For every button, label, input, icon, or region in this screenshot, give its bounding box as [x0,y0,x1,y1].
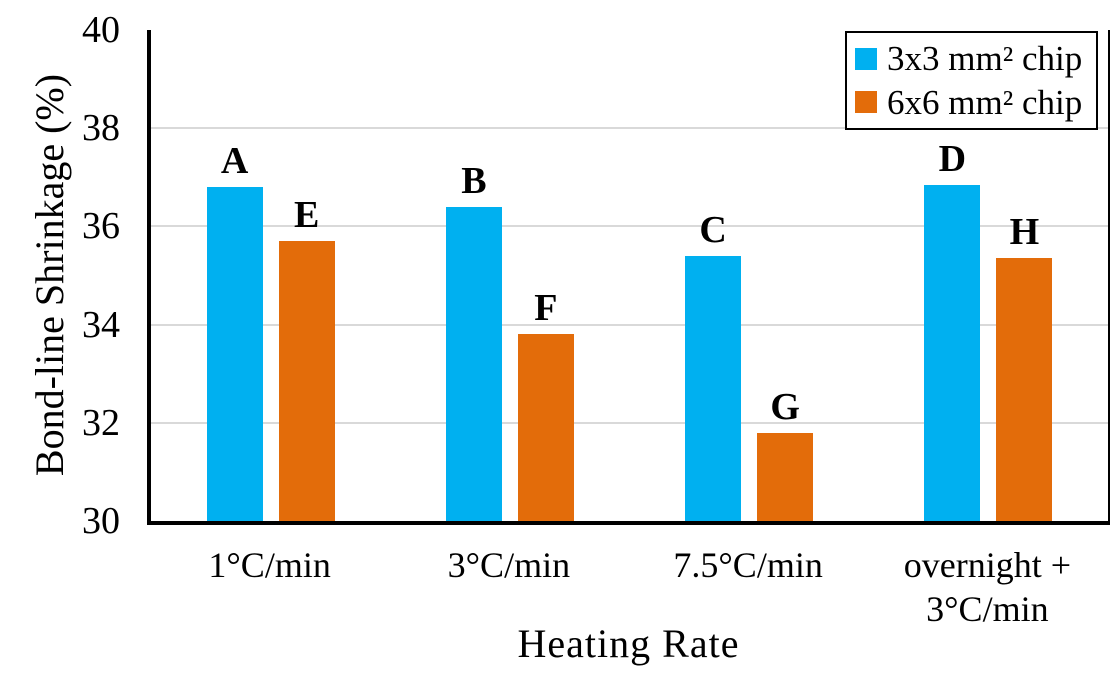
bar [924,184,981,521]
bar-label: B [461,159,487,202]
legend-label: 3x3 mm² chip [887,39,1083,79]
x-category-line: 3°C/min [447,545,571,585]
x-axis-title: Heating Rate [517,621,740,666]
gridline [151,323,1108,326]
bar [206,187,263,521]
gridline [151,127,1108,130]
legend: 3x3 mm² chip 6x6 mm² chip [845,31,1098,130]
bar-label: F [534,287,558,330]
gridline [151,421,1108,424]
x-category-label: 7.5°C/min [598,543,898,587]
bar [996,258,1053,521]
y-tick-label: 40 [82,9,120,51]
bar-label: D [938,137,967,180]
bar-label: H [1009,211,1040,254]
bar-label: C [699,208,727,251]
x-category-line: 3°C/min [926,589,1049,629]
legend-item: 6x6 mm² chip [855,85,1096,120]
gridline [151,225,1108,228]
y-tick-label: 32 [82,401,120,444]
x-category-line: 7.5°C/min [673,545,823,585]
x-category-label: 3°C/min [359,543,659,587]
legend-label: 6x6 mm² chip [887,82,1083,122]
legend-item: 3x3 mm² chip [855,41,1096,76]
y-tick-label: 34 [82,303,120,346]
bar [278,241,335,521]
bar [757,432,814,521]
y-tick-label: 38 [82,107,120,150]
bar-label: G [770,385,800,428]
y-axis-title: Bond-line Shrinkage (%) [27,73,72,477]
y-tick-label: 36 [82,205,120,248]
y-tick-label: 30 [82,500,120,542]
x-category-line: overnight + [903,545,1072,585]
x-category-line: 1°C/min [208,545,331,585]
bar [445,206,502,521]
legend-swatch [855,47,877,70]
bar-label: A [220,140,249,183]
bar [685,255,742,521]
x-category-label: overnight +3°C/min [837,543,1116,631]
bar-label: E [293,194,320,237]
bar [517,334,574,521]
legend-swatch [855,91,877,114]
x-category-label: 1°C/min [120,543,420,587]
